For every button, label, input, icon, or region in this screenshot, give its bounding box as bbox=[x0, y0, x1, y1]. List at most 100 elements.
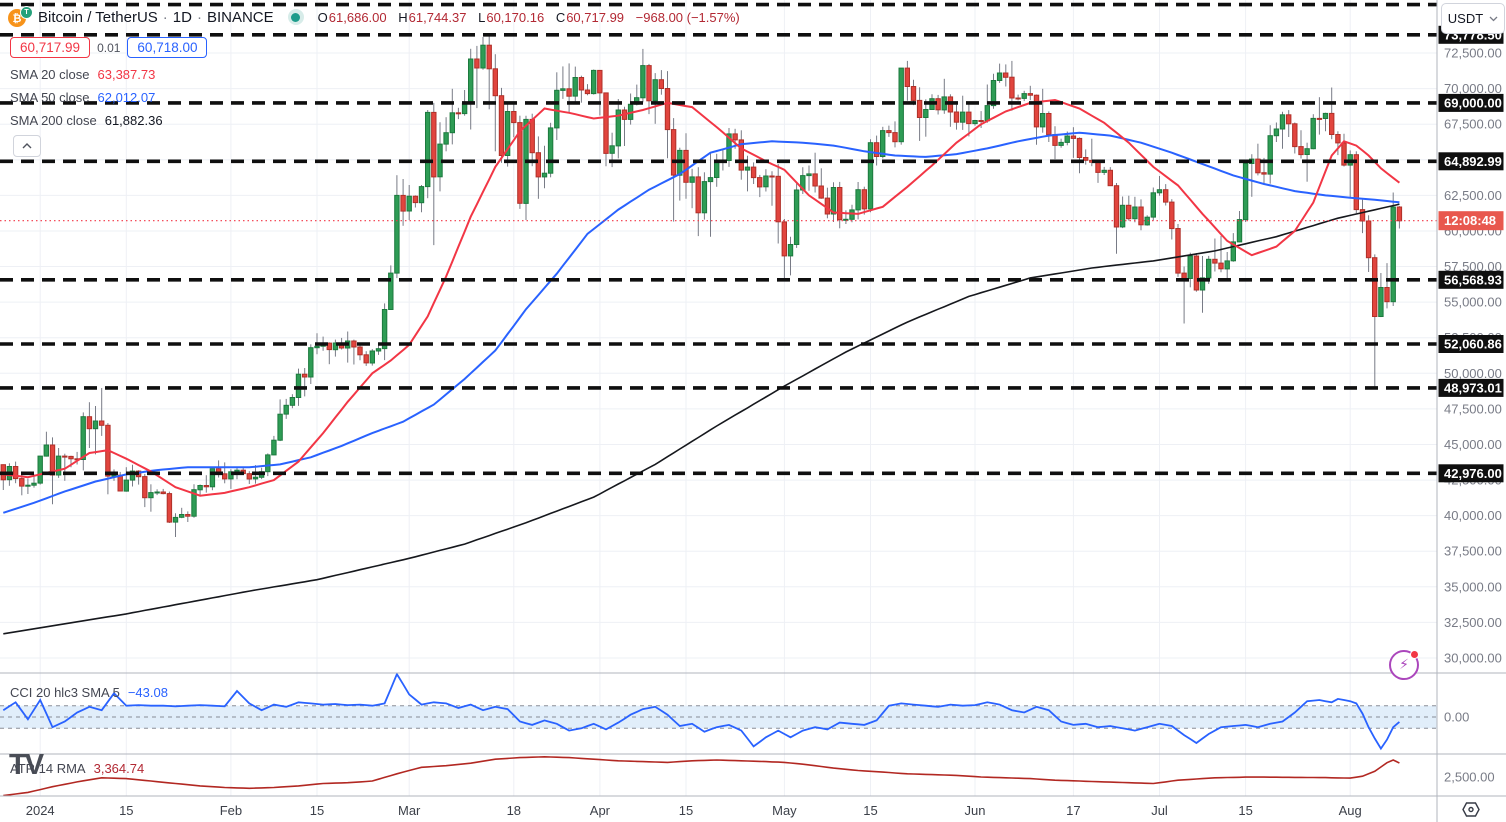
legend-cci[interactable]: CCI 20 hlc3 SMA 5 −43.08 bbox=[10, 685, 168, 700]
svg-text:15: 15 bbox=[310, 803, 324, 818]
price-scale: 30,000.00 32,500.00 35,000.00 37,500.00 40,0… bbox=[1438, 25, 1504, 785]
high-value: 61,744.37 bbox=[408, 9, 467, 25]
open-value: 61,686.00 bbox=[328, 9, 387, 25]
svg-text:Feb: Feb bbox=[220, 803, 242, 818]
high-label: H bbox=[398, 9, 408, 25]
level-price-label: 48,973.01 bbox=[1438, 378, 1504, 397]
sma20-label: SMA 20 close bbox=[10, 67, 90, 82]
svg-text:67,500.00: 67,500.00 bbox=[1444, 117, 1502, 132]
legend-atr[interactable]: ATR 14 RMA 3,364.74 bbox=[10, 761, 144, 776]
ask-price-button[interactable]: 60,718.00 bbox=[127, 37, 208, 58]
svg-text:Mar: Mar bbox=[398, 803, 421, 818]
close-value: 60,717.99 bbox=[566, 9, 625, 25]
spread-value: 0.01 bbox=[97, 40, 121, 55]
atr-line bbox=[3, 755, 1400, 796]
legend-sma-50[interactable]: SMA 50 close 62,012.07 bbox=[10, 90, 155, 105]
svg-text:69,000.00: 69,000.00 bbox=[1444, 95, 1502, 110]
grid-layer bbox=[0, 0, 1437, 796]
svg-text:56,568.93: 56,568.93 bbox=[1444, 272, 1502, 287]
svg-text:62,500.00: 62,500.00 bbox=[1444, 188, 1502, 203]
svg-text:48,973.01: 48,973.01 bbox=[1444, 380, 1502, 395]
notification-dot bbox=[1410, 650, 1419, 659]
sma200-line bbox=[3, 203, 1400, 635]
svg-text:May: May bbox=[772, 803, 797, 818]
svg-text:18: 18 bbox=[507, 803, 521, 818]
legend-sma-20[interactable]: SMA 20 close 63,387.73 bbox=[10, 67, 155, 82]
symbol-title[interactable]: Bitcoin / TetherUS · 1D · BINANCE bbox=[38, 8, 274, 26]
price-levels bbox=[0, 2, 1437, 476]
svg-text:47,500.00: 47,500.00 bbox=[1444, 401, 1502, 416]
legend-sma-200[interactable]: SMA 200 close 61,882.36 bbox=[10, 113, 163, 128]
time-scale: 2024 15 Feb 15 Mar 18 Apr 15 May 15 Jun 17 Jul 15 Aug bbox=[26, 803, 1362, 818]
quote-row: 60,717.99 0.01 60,718.00 bbox=[10, 37, 208, 58]
open-label: O bbox=[317, 9, 328, 25]
svg-text:12:08:48: 12:08:48 bbox=[1444, 213, 1496, 228]
svg-text:42,976.00: 42,976.00 bbox=[1444, 466, 1502, 481]
exchange-label: BINANCE bbox=[206, 8, 274, 26]
svg-text:15: 15 bbox=[863, 803, 877, 818]
sma20-value: 63,387.73 bbox=[97, 67, 156, 82]
level-price-label: 64,892.99 bbox=[1438, 152, 1504, 171]
symbol-header: ₿ T Bitcoin / TetherUS · 1D · BINANCE O61,68… bbox=[8, 6, 740, 28]
svg-text:35,000.00: 35,000.00 bbox=[1444, 579, 1502, 594]
sma50-label: SMA 50 close bbox=[10, 90, 90, 105]
svg-text:50,000.00: 50,000.00 bbox=[1444, 366, 1502, 381]
change-value: −968.00 (−1.57%) bbox=[635, 9, 740, 25]
currency-label: USDT bbox=[1447, 11, 1484, 26]
svg-text:40,000.00: 40,000.00 bbox=[1444, 508, 1502, 523]
market-status-icon bbox=[287, 9, 304, 25]
svg-text:Jun: Jun bbox=[965, 803, 986, 818]
svg-text:15: 15 bbox=[1238, 803, 1252, 818]
chevron-up-icon bbox=[22, 143, 32, 149]
sma20-line bbox=[3, 98, 1401, 497]
collapse-indicators-button[interactable] bbox=[13, 135, 41, 157]
currency-toggle-button[interactable]: USDT bbox=[1441, 3, 1505, 34]
svg-text:37,500.00: 37,500.00 bbox=[1444, 544, 1502, 559]
tether-logo-icon: T bbox=[20, 6, 33, 19]
symbol-name: Bitcoin / TetherUS bbox=[38, 8, 158, 26]
svg-text:52,060.86: 52,060.86 bbox=[1444, 337, 1502, 352]
svg-text:30,000.00: 30,000.00 bbox=[1444, 651, 1502, 666]
price-scale-settings-button[interactable] bbox=[1462, 802, 1480, 817]
cci-line bbox=[2, 673, 1400, 751]
svg-text:72,500.00: 72,500.00 bbox=[1444, 46, 1502, 61]
svg-text:17: 17 bbox=[1066, 803, 1080, 818]
svg-text:70,000.00: 70,000.00 bbox=[1444, 81, 1502, 96]
svg-text:15: 15 bbox=[679, 803, 693, 818]
sma200-label: SMA 200 close bbox=[10, 113, 97, 128]
cci-value: −43.08 bbox=[127, 685, 168, 700]
svg-text:Apr: Apr bbox=[590, 803, 611, 818]
level-price-label: 69,000.00 bbox=[1438, 93, 1504, 112]
bid-price-button[interactable]: 60,717.99 bbox=[10, 37, 91, 58]
svg-text:64,892.99: 64,892.99 bbox=[1444, 154, 1502, 169]
svg-text:45,000.00: 45,000.00 bbox=[1444, 437, 1502, 452]
close-label: C bbox=[555, 9, 566, 25]
svg-text:15: 15 bbox=[119, 803, 133, 818]
svg-text:32,500.00: 32,500.00 bbox=[1444, 615, 1502, 630]
ohlc-values: O61,686.00 H61,744.37 L60,170.16 C60,717… bbox=[318, 10, 740, 25]
level-price-label: 42,976.00 bbox=[1438, 464, 1504, 483]
sma50-value: 62,012.07 bbox=[97, 90, 156, 105]
svg-text:Aug: Aug bbox=[1339, 803, 1362, 818]
tv-watermark: TV bbox=[9, 749, 44, 781]
level-price-label: 56,568.93 bbox=[1438, 270, 1504, 289]
chevron-down-icon bbox=[1489, 16, 1498, 21]
atr-value: 3,364.74 bbox=[93, 761, 145, 776]
svg-text:57,500.00: 57,500.00 bbox=[1444, 259, 1502, 274]
quick-trade-button[interactable]: ⚡ bbox=[1389, 650, 1419, 680]
low-value: 60,170.16 bbox=[486, 9, 545, 25]
interval-label: 1D bbox=[172, 8, 192, 26]
svg-text:55,000.00: 55,000.00 bbox=[1444, 295, 1502, 310]
svg-text:0.00: 0.00 bbox=[1444, 710, 1469, 725]
level-price-label: 52,060.86 bbox=[1438, 335, 1504, 353]
svg-text:Jul: Jul bbox=[1151, 803, 1168, 818]
low-label: L bbox=[478, 9, 486, 25]
pair-logo: ₿ T bbox=[8, 6, 34, 28]
countdown-label: 12:08:48 bbox=[1438, 211, 1504, 231]
cci-band bbox=[0, 705, 1437, 729]
atr-label: ATR 14 RMA bbox=[10, 761, 86, 776]
settings-nut-icon bbox=[1462, 802, 1480, 817]
